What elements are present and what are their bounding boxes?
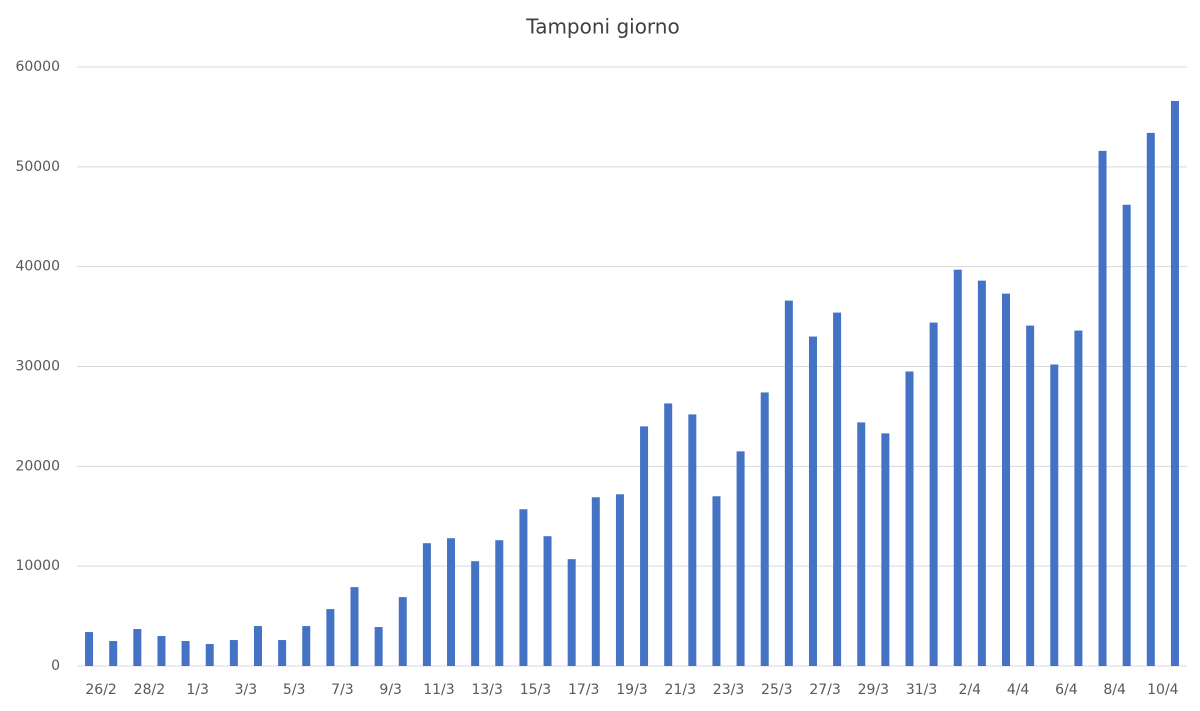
x-tick-label: 19/3: [616, 682, 647, 698]
bar: [1074, 330, 1083, 666]
x-tick-label: 4/4: [1007, 682, 1030, 698]
bar: [905, 371, 914, 666]
bar: [712, 496, 721, 666]
bar: [326, 609, 335, 666]
bar: [229, 640, 238, 666]
bar: [688, 414, 697, 666]
bar: [109, 641, 118, 666]
bar: [519, 509, 528, 666]
bar: [398, 597, 407, 666]
x-tick-label: 27/3: [809, 682, 840, 698]
bar: [736, 451, 745, 666]
x-tick-label: 5/3: [283, 682, 306, 698]
x-tick-label: 23/3: [713, 682, 744, 698]
x-tick-label: 21/3: [665, 682, 696, 698]
bar: [953, 269, 962, 666]
bar: [253, 626, 262, 666]
chart-title: Tamponi giorno: [525, 15, 679, 39]
x-tick-label: 1/3: [186, 682, 209, 698]
bar: [977, 280, 986, 666]
bar: [543, 536, 552, 666]
x-tick-label: 28/2: [134, 682, 165, 698]
x-tick-label: 17/3: [568, 682, 599, 698]
bar: [447, 538, 456, 666]
bar: [808, 336, 817, 666]
x-tick-label: 10/4: [1147, 682, 1179, 698]
y-tick-label: 20000: [15, 458, 60, 474]
bar: [133, 629, 142, 666]
x-tick-label: 13/3: [471, 682, 502, 698]
x-tick-label: 25/3: [761, 682, 792, 698]
bar: [1146, 132, 1155, 666]
x-tick-label: 11/3: [423, 682, 454, 698]
bar: [567, 559, 576, 666]
bar: [374, 627, 383, 666]
bar: [615, 494, 624, 666]
bar: [833, 312, 842, 666]
bar: [495, 540, 504, 666]
x-tick-label: 31/3: [906, 682, 937, 698]
bar: [760, 392, 769, 666]
x-tick-label: 6/4: [1055, 682, 1078, 698]
bar: [591, 497, 600, 666]
bar: [157, 636, 166, 666]
bar: [664, 403, 673, 666]
bar: [302, 626, 311, 666]
x-tick-label: 8/4: [1103, 682, 1126, 698]
bar: [1098, 150, 1107, 667]
y-tick-label: 40000: [15, 259, 60, 275]
bar: [85, 632, 94, 666]
bar: [205, 644, 214, 666]
y-tick-label: 60000: [15, 59, 60, 75]
bar: [1122, 204, 1131, 666]
bar: [857, 422, 866, 666]
bar: [1050, 364, 1059, 666]
bar: [278, 640, 287, 666]
x-tick-label: 9/3: [379, 682, 402, 698]
x-tick-label: 7/3: [331, 682, 354, 698]
bar: [929, 322, 938, 666]
bar: [350, 587, 359, 666]
bar: [1002, 293, 1011, 666]
bar: [1026, 325, 1035, 666]
x-tick-label: 3/3: [235, 682, 258, 698]
x-tick-label: 2/4: [959, 682, 982, 698]
y-tick-label: 10000: [15, 558, 60, 574]
y-tick-label: 50000: [15, 159, 60, 175]
y-tick-label: 30000: [15, 359, 60, 375]
bar: [640, 426, 649, 666]
y-tick-label: 0: [51, 658, 60, 674]
x-tick-label: 29/3: [858, 682, 889, 698]
bar: [1170, 100, 1179, 666]
bar: [881, 433, 890, 666]
bar: [181, 641, 190, 666]
x-tick-label: 26/2: [85, 682, 116, 698]
bar: [422, 543, 431, 666]
x-tick-label: 15/3: [520, 682, 551, 698]
bar: [784, 300, 793, 666]
bar: [471, 561, 480, 666]
